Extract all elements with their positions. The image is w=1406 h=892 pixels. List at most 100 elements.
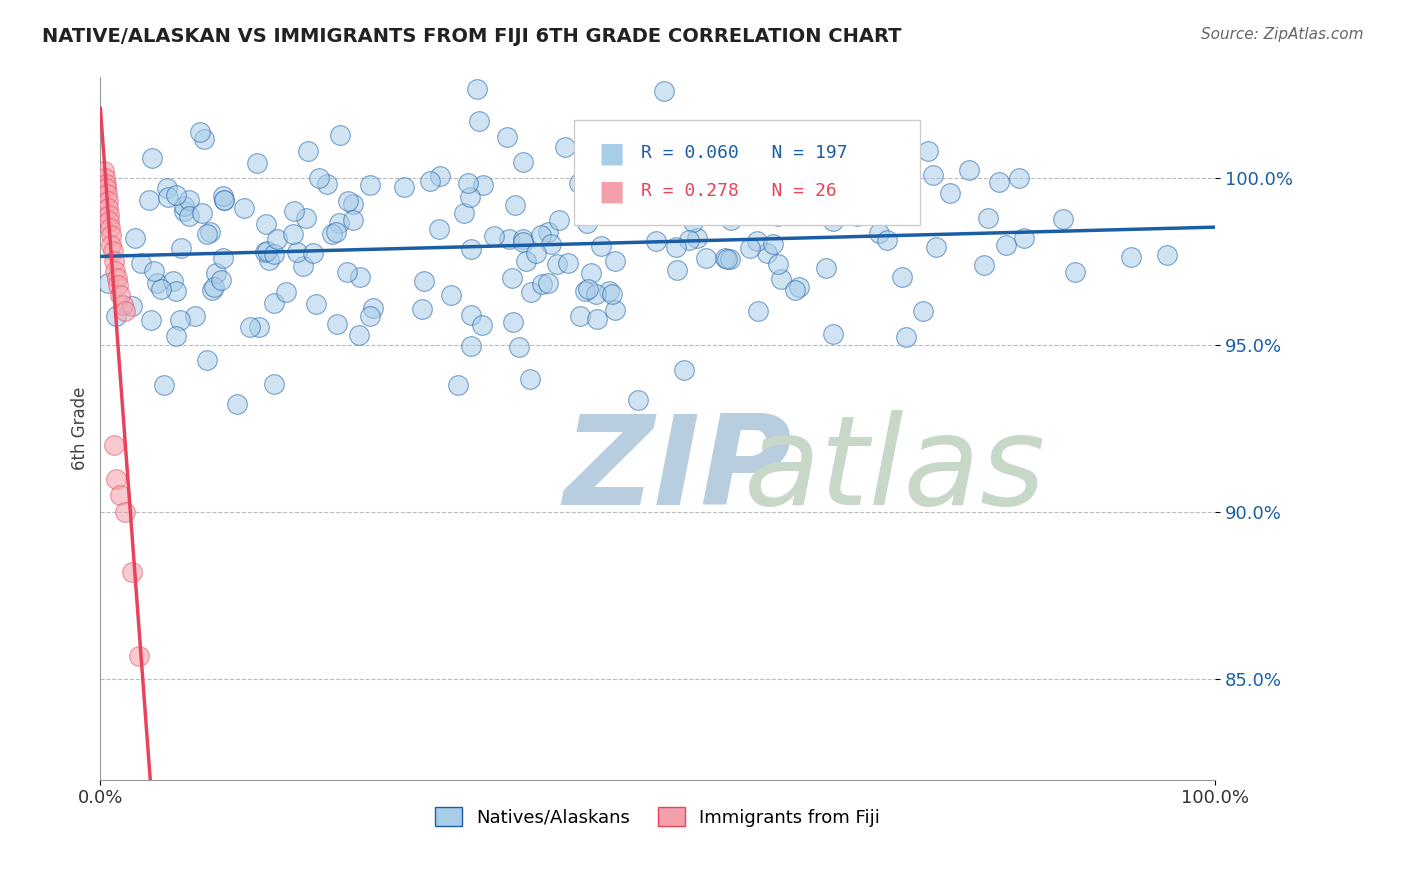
Point bbox=[209, 273, 232, 287]
Point bbox=[744, 173, 766, 187]
Point bbox=[917, 144, 939, 158]
Point bbox=[107, 277, 129, 292]
Point bbox=[762, 237, 785, 252]
Point bbox=[894, 330, 917, 344]
Point bbox=[198, 225, 221, 239]
Point bbox=[821, 327, 844, 342]
Point bbox=[245, 155, 267, 169]
Point bbox=[818, 188, 841, 202]
Point bbox=[101, 244, 124, 259]
Point bbox=[471, 318, 494, 332]
Text: Source: ZipAtlas.com: Source: ZipAtlas.com bbox=[1201, 27, 1364, 42]
Point bbox=[540, 236, 562, 251]
Point bbox=[787, 280, 810, 294]
Point bbox=[579, 266, 602, 280]
Point bbox=[460, 308, 482, 322]
Point bbox=[321, 227, 343, 241]
Point bbox=[285, 245, 308, 260]
Point bbox=[146, 276, 169, 290]
Point bbox=[548, 213, 571, 227]
Point bbox=[276, 285, 298, 300]
Point bbox=[94, 170, 117, 185]
Point bbox=[103, 254, 125, 268]
Point bbox=[627, 393, 650, 408]
Point bbox=[121, 299, 143, 313]
Point bbox=[747, 304, 769, 318]
Point bbox=[583, 156, 606, 170]
Point bbox=[308, 171, 330, 186]
Point bbox=[453, 206, 475, 220]
Point bbox=[394, 180, 416, 194]
Point bbox=[413, 273, 436, 287]
Point bbox=[537, 276, 560, 290]
Point bbox=[515, 254, 537, 268]
Point bbox=[557, 256, 579, 270]
Point bbox=[939, 186, 962, 201]
Point bbox=[716, 252, 738, 266]
Point bbox=[342, 196, 364, 211]
Point bbox=[104, 264, 127, 278]
Text: R = 0.278   N = 26: R = 0.278 N = 26 bbox=[641, 182, 837, 200]
Point bbox=[785, 283, 807, 297]
Point bbox=[665, 263, 688, 277]
Point bbox=[846, 209, 869, 223]
Point bbox=[973, 258, 995, 272]
Point bbox=[598, 284, 620, 298]
Point bbox=[347, 327, 370, 342]
Point bbox=[104, 472, 127, 486]
Point bbox=[179, 193, 201, 207]
Point bbox=[995, 238, 1018, 252]
Point bbox=[283, 204, 305, 219]
Point bbox=[593, 167, 616, 181]
Point bbox=[807, 185, 830, 199]
Point bbox=[114, 505, 136, 519]
Point bbox=[202, 280, 225, 294]
Point bbox=[770, 272, 793, 286]
Point bbox=[868, 226, 890, 240]
Point bbox=[349, 270, 371, 285]
Point bbox=[98, 214, 121, 228]
Point bbox=[114, 304, 136, 318]
Text: NATIVE/ALASKAN VS IMMIGRANTS FROM FIJI 6TH GRADE CORRELATION CHART: NATIVE/ALASKAN VS IMMIGRANTS FROM FIJI 6… bbox=[42, 27, 901, 45]
Point bbox=[263, 295, 285, 310]
Point bbox=[574, 207, 596, 221]
Point bbox=[977, 211, 1000, 225]
Point bbox=[110, 287, 132, 301]
Point bbox=[325, 225, 347, 239]
Point bbox=[447, 377, 470, 392]
Point bbox=[468, 114, 491, 128]
Point bbox=[460, 338, 482, 352]
Point bbox=[156, 190, 179, 204]
Point bbox=[678, 233, 700, 247]
Point bbox=[815, 260, 838, 275]
Point bbox=[745, 234, 768, 248]
Point bbox=[600, 286, 623, 301]
Point bbox=[411, 302, 433, 317]
Point bbox=[686, 230, 709, 244]
Point bbox=[259, 252, 281, 267]
Point bbox=[141, 151, 163, 165]
Point bbox=[361, 301, 384, 315]
Point bbox=[586, 311, 609, 326]
Point bbox=[105, 271, 128, 285]
Point bbox=[512, 235, 534, 249]
Point bbox=[508, 340, 530, 354]
Point bbox=[190, 205, 212, 219]
Text: ZIP: ZIP bbox=[562, 410, 792, 531]
Point bbox=[103, 438, 125, 452]
Point bbox=[225, 397, 247, 411]
Point bbox=[149, 283, 172, 297]
Point bbox=[484, 228, 506, 243]
Point bbox=[336, 265, 359, 279]
Point bbox=[211, 251, 233, 265]
Point bbox=[297, 144, 319, 158]
Point bbox=[654, 194, 676, 209]
Point bbox=[169, 312, 191, 326]
Point bbox=[105, 309, 128, 323]
Point bbox=[695, 251, 717, 265]
Point bbox=[589, 239, 612, 253]
Point bbox=[328, 216, 350, 230]
Point bbox=[460, 242, 482, 256]
Point bbox=[263, 246, 285, 260]
Point bbox=[121, 566, 143, 580]
